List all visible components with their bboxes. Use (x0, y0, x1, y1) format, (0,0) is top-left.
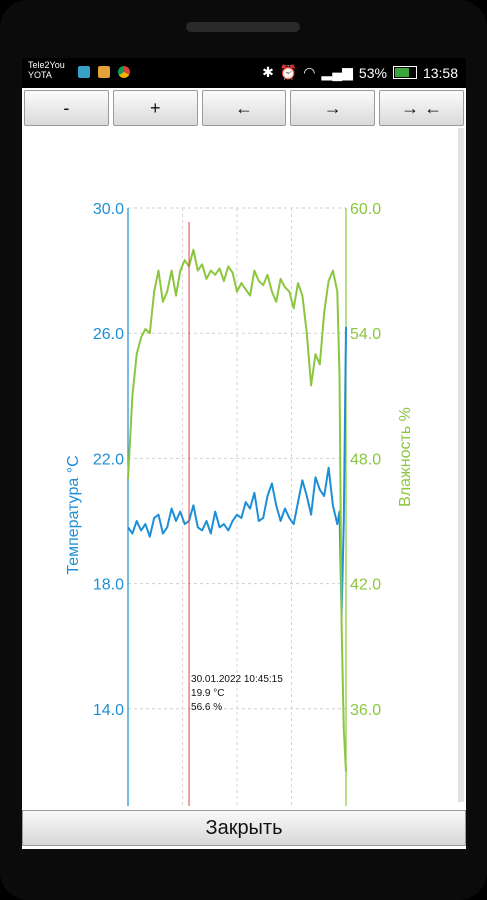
app-icon-2 (98, 66, 110, 78)
status-bar: Tele2You YOTA ✱ ⏰ ◠ ▂▄▆ 53% 13:58 (22, 58, 466, 88)
scrollbar[interactable] (458, 128, 464, 802)
signal-icon: ▂▄▆ (321, 64, 353, 80)
y-left-tick-label: 18.0 (93, 577, 124, 594)
status-right: ✱ ⏰ ◠ ▂▄▆ 53% 13:58 (262, 64, 458, 81)
close-button[interactable]: Закрыть (22, 810, 466, 846)
y-right-tick-label: 36.0 (350, 702, 381, 719)
y-left-tick-label: 14.0 (93, 702, 124, 719)
y-right-tick-label: 54.0 (350, 326, 381, 343)
battery-icon (392, 66, 417, 79)
screen: Tele2You YOTA ✱ ⏰ ◠ ▂▄▆ 53% 13:58 - + ← … (22, 58, 466, 849)
scroll-right-button[interactable]: → (290, 90, 376, 126)
cursor-humidity: 56.6 % (191, 702, 222, 713)
chrome-icon (118, 66, 130, 78)
y-left-tick-label: 22.0 (93, 451, 124, 468)
y-right-tick-label: 60.0 (350, 201, 381, 218)
fit-button[interactable]: → ← (379, 90, 464, 126)
y-left-axis-title: Температура °C (65, 455, 82, 574)
app-icon-1 (78, 66, 90, 78)
cursor-datetime: 30.01.2022 10:45:15 (191, 674, 283, 685)
scroll-left-button[interactable]: ← (201, 90, 287, 126)
carrier-info: Tele2You YOTA (28, 60, 65, 80)
zoom-out-button[interactable]: - (24, 90, 109, 126)
chart-toolbar: - + ← → → ← (24, 90, 464, 126)
battery-percent: 53% (358, 64, 387, 81)
y-right-tick-label: 42.0 (350, 577, 381, 594)
alarm-icon: ⏰ (279, 64, 298, 80)
carrier-1: Tele2You (28, 60, 65, 70)
humidity-series-line (127, 248, 347, 772)
carrier-2: YOTA (28, 70, 52, 80)
bluetooth-icon: ✱ (262, 64, 274, 80)
speaker-grille (186, 22, 300, 32)
cursor-temperature: 19.9 °C (191, 688, 224, 699)
y-right-tick-label: 48.0 (350, 451, 381, 468)
chart[interactable]: 30.026.022.018.014.010.060.054.048.042.0… (22, 126, 458, 806)
clock: 13:58 (422, 64, 458, 81)
zoom-in-button[interactable]: + (112, 90, 198, 126)
y-left-tick-label: 30.0 (93, 201, 124, 218)
y-left-tick-label: 26.0 (93, 326, 124, 343)
temperature-series-line (127, 326, 347, 616)
y-right-axis-title: Влажность % (397, 407, 414, 507)
wifi-icon: ◠ (303, 64, 316, 80)
